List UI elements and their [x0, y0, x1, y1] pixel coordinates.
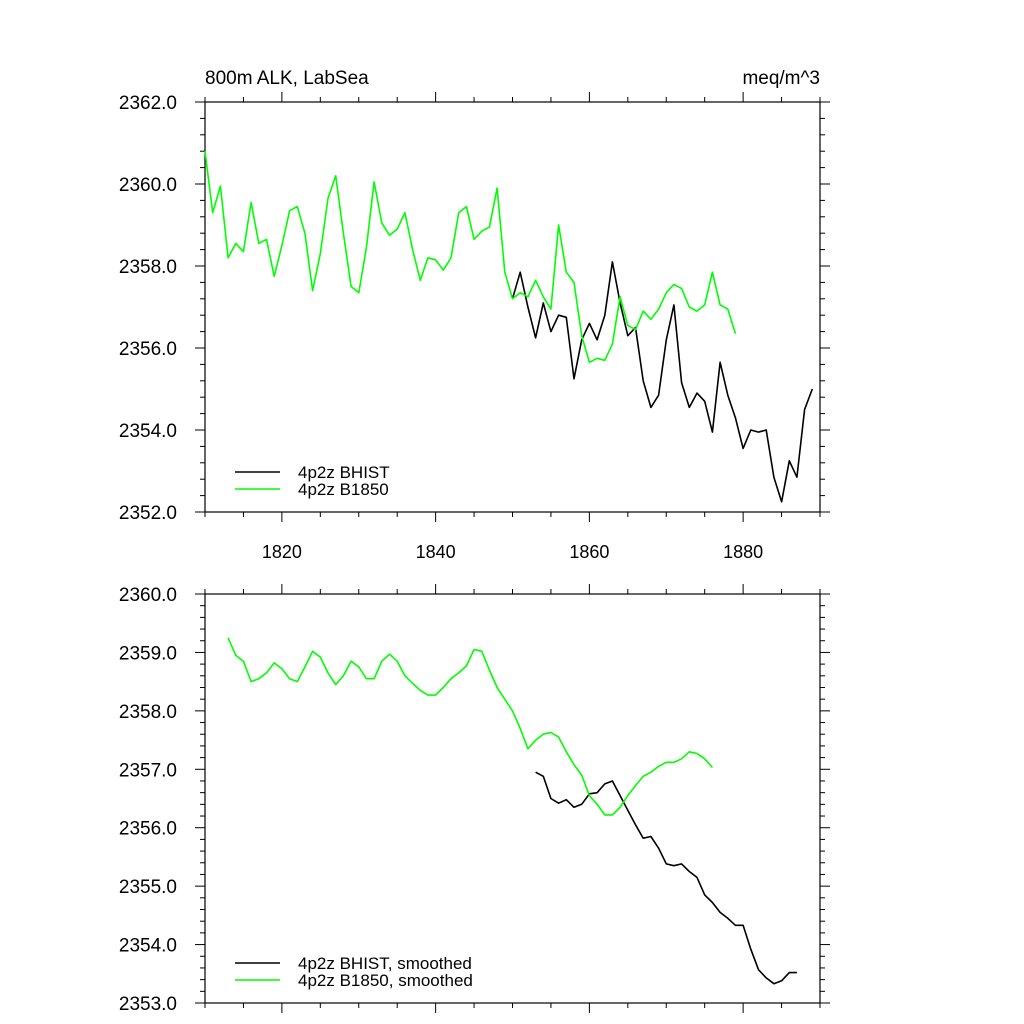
y-tick-label: 2356.0 [119, 339, 177, 360]
y-tick-label: 2358.0 [119, 702, 177, 723]
x-tick-label: 1820 [262, 542, 302, 562]
x-tick-label: 1880 [723, 542, 763, 562]
y-tick-label: 2360.0 [119, 585, 177, 606]
y-tick-label: 2353.0 [119, 994, 177, 1015]
legend-label: 4p2z BHIST [298, 463, 390, 482]
legend-label: 4p2z B1850 [298, 480, 389, 499]
x-tick-label: 1840 [416, 542, 456, 562]
y-tick-label: 2362.0 [119, 93, 177, 114]
series-line-b1850 [204, 151, 737, 364]
y-tick-label: 2354.0 [119, 936, 177, 957]
top-panel: 1820 1840 1860 1880 2352.0 2354.0 2356.0 2358.0… [119, 92, 830, 562]
x-tick-label: 1860 [569, 542, 609, 562]
y-tick-label: 2360.0 [119, 175, 177, 196]
y-tick-label: 2359.0 [119, 643, 177, 664]
series-line-bhist [535, 771, 797, 985]
y-tick-label: 2354.0 [119, 421, 177, 442]
y-tick-label: 2356.0 [119, 819, 177, 840]
y-tick-label: 2357.0 [119, 760, 177, 781]
plot-frame [204, 593, 821, 1004]
y-tick-label: 2355.0 [119, 877, 177, 898]
plot-frame [204, 101, 821, 513]
series-line-bhist [511, 261, 814, 503]
chart-title: 800m ALK, LabSea [205, 68, 369, 89]
bottom-panel: 2353.0 2354.0 2355.0 2356.0 2357.0 2358.0 2359… [119, 584, 830, 1015]
y-tick-label: 2352.0 [119, 503, 177, 524]
chart-units: meq/m^3 [742, 68, 820, 89]
series-line-b1850 [227, 637, 713, 816]
y-tick-label: 2358.0 [119, 257, 177, 278]
legend-label: 4p2z B1850, smoothed [298, 971, 473, 990]
legend-label: 4p2z BHIST, smoothed [298, 954, 472, 973]
